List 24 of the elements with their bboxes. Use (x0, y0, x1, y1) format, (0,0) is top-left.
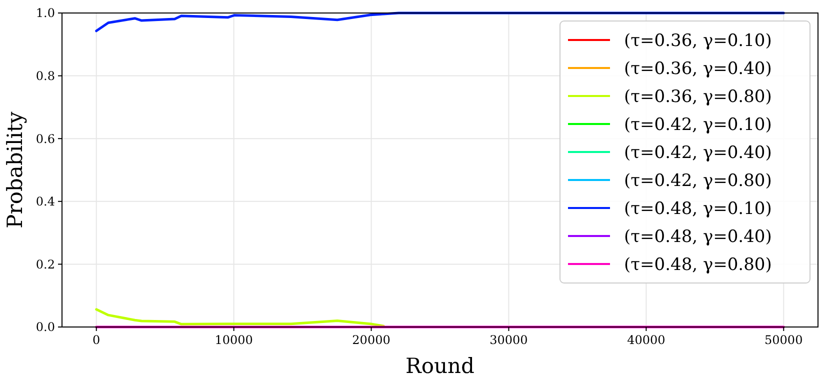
x-tick-label: 0 (92, 333, 100, 347)
legend-label: (τ=0.36, γ=0.40) (624, 58, 772, 79)
legend-label: (τ=0.36, γ=0.80) (624, 86, 772, 107)
x-tick-label: 30000 (490, 333, 528, 347)
legend-label: (τ=0.48, γ=0.80) (624, 254, 772, 275)
y-tick-label: 0.4 (36, 194, 56, 209)
legend-label: (τ=0.42, γ=0.40) (624, 142, 772, 163)
legend-label: (τ=0.48, γ=0.40) (624, 226, 772, 247)
y-tick-label: 1.0 (36, 6, 55, 20)
legend-label: (τ=0.48, γ=0.10) (624, 198, 772, 219)
line-series (95, 308, 385, 328)
legend-label: (τ=0.36, γ=0.10) (624, 30, 772, 51)
y-tick-label: 0.8 (36, 69, 55, 83)
x-tick-label: 20000 (352, 333, 390, 347)
x-tick-label: 40000 (627, 333, 666, 347)
x-axis-title: Round (406, 354, 474, 378)
x-tick-label: 50000 (764, 333, 803, 347)
legend-label: (τ=0.42, γ=0.80) (624, 170, 772, 191)
y-tick-label: 0.2 (36, 257, 55, 272)
y-axis-title: Probability (3, 112, 27, 228)
y-tick-label: 0.6 (36, 132, 55, 146)
legend-label: (τ=0.42, γ=0.10) (624, 114, 772, 135)
y-tick-label: 0.0 (36, 320, 55, 334)
x-tick-label: 10000 (214, 333, 253, 347)
